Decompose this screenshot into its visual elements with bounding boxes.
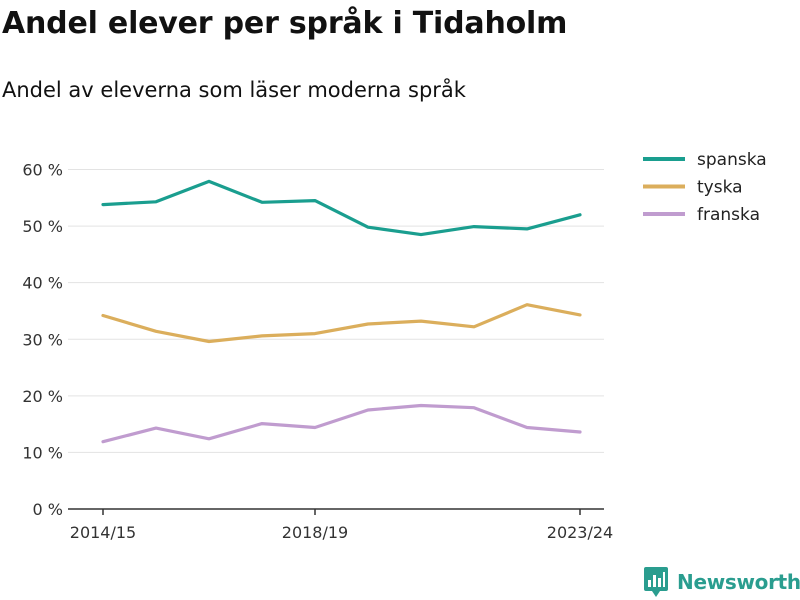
x-tick-label: 2014/15 xyxy=(70,523,136,542)
x-tick-label: 2018/19 xyxy=(282,523,348,542)
y-tick-label: 50 % xyxy=(22,217,63,236)
y-tick-label: 30 % xyxy=(22,330,63,349)
chart-subtitle: Andel av eleverna som läser moderna språ… xyxy=(2,78,466,102)
y-tick-label: 40 % xyxy=(22,274,63,293)
chart-title: Andel elever per språk i Tidaholm xyxy=(2,6,568,41)
series-line-spanska xyxy=(101,179,582,237)
x-tick-label: 2023/24 xyxy=(547,523,613,542)
legend-label-spanska: spanska xyxy=(697,150,767,170)
legend-label-tyska: tyska xyxy=(697,178,743,198)
y-tick-label: 20 % xyxy=(22,387,63,406)
series-line-franska xyxy=(101,403,582,444)
y-tick-label: 0 % xyxy=(33,500,63,519)
newsworthy-logo: Newsworthy xyxy=(644,567,800,597)
newsworthy-logo-text: Newsworthy xyxy=(677,570,800,594)
series-line-tyska xyxy=(101,303,582,344)
y-tick-label: 10 % xyxy=(22,443,63,462)
legend-label-franska: franska xyxy=(697,205,760,225)
y-tick-label: 60 % xyxy=(22,161,63,180)
newsworthy-logo-icon xyxy=(644,567,668,597)
